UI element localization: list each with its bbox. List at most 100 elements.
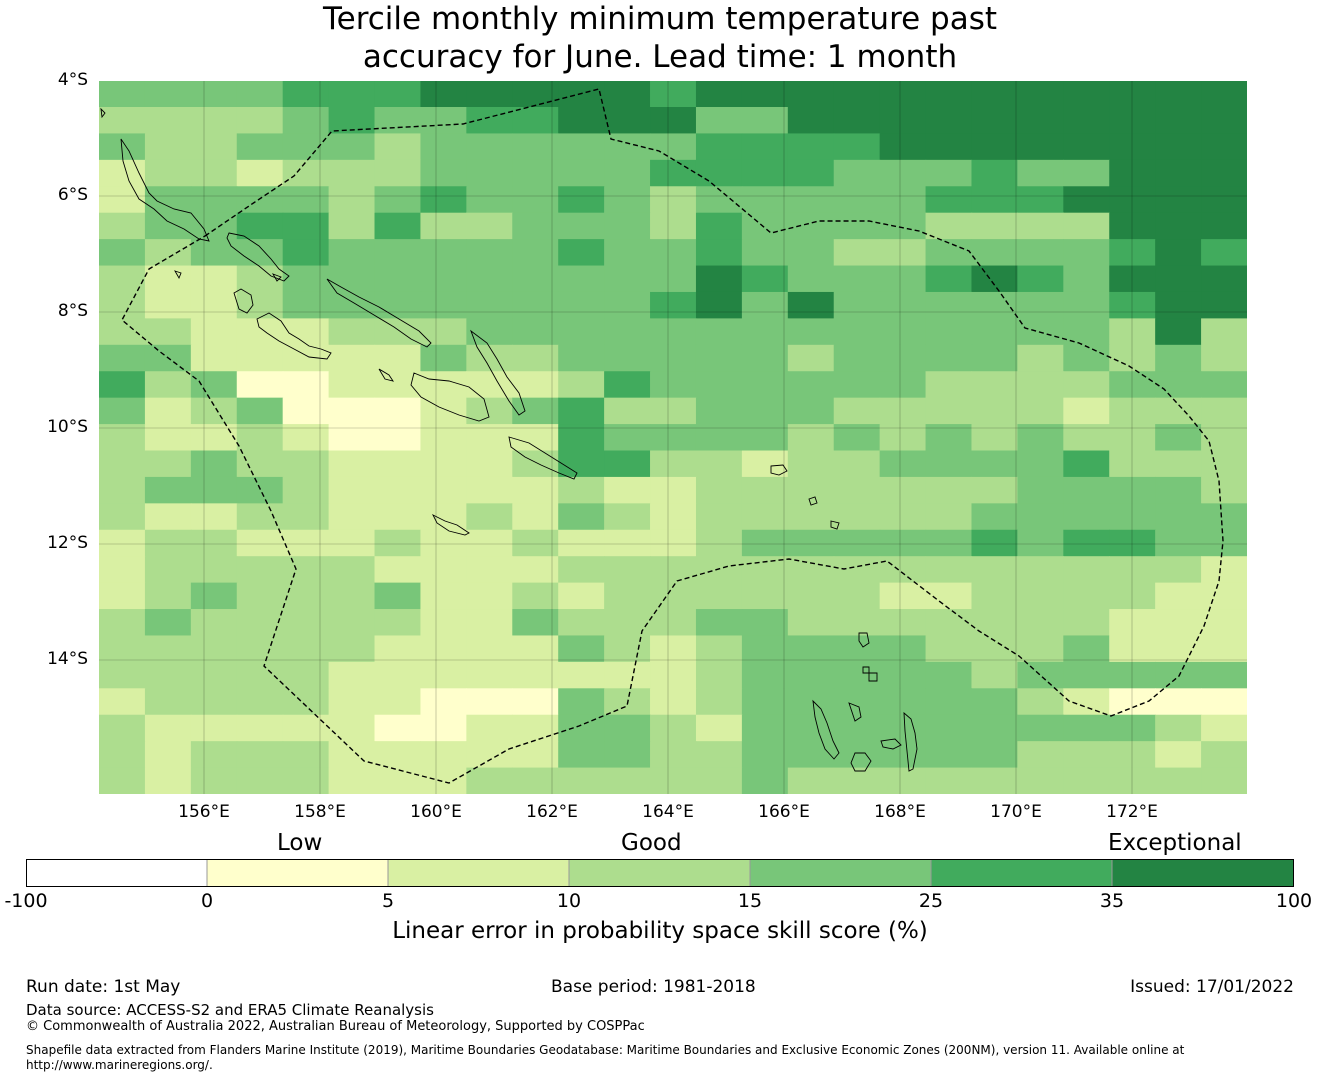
skill-cell [1201, 503, 1247, 531]
colorbar [26, 859, 1294, 887]
skill-cell [971, 741, 1018, 769]
skill-cell [236, 397, 284, 425]
skill-cell [236, 291, 284, 319]
skill-cell [1017, 265, 1064, 293]
skill-cell [695, 344, 743, 372]
skill-cell [236, 239, 284, 267]
skill-cell [282, 688, 330, 716]
skill-cell [236, 503, 284, 531]
skill-cell [374, 635, 422, 663]
skill-cell [879, 371, 927, 399]
skill-cell [512, 582, 559, 610]
skill-cell [420, 503, 467, 531]
skill-cell [787, 265, 835, 293]
skill-cell [144, 318, 192, 346]
skill-cell [833, 291, 881, 319]
skill-cell [650, 371, 697, 399]
skill-cell [144, 239, 192, 267]
skill-cell [1109, 424, 1156, 452]
skill-cell [282, 133, 330, 161]
skill-cell [99, 318, 146, 346]
skill-cell [190, 503, 238, 531]
lon-label-166e: 166°E [758, 802, 810, 822]
colorbar-segment [931, 859, 1112, 887]
colorbar-segment [750, 859, 931, 887]
skill-cell [558, 291, 605, 319]
skill-cell [925, 318, 973, 346]
data-source: Data source: ACCESS-S2 and ERA5 Climate … [26, 1001, 434, 1019]
skill-cell [466, 291, 513, 319]
skill-cell [1201, 741, 1247, 769]
skill-cell [190, 212, 238, 240]
skill-cell [466, 476, 513, 504]
skill-cell [741, 397, 789, 425]
skill-cell [925, 529, 973, 557]
skill-cell [1109, 450, 1156, 478]
skill-cell [925, 81, 973, 108]
skill-cell [833, 107, 881, 135]
skill-cell [1017, 133, 1064, 161]
skill-cell [466, 609, 513, 637]
skill-cell [787, 503, 835, 531]
skill-cell [879, 81, 927, 108]
skill-cell [833, 81, 881, 108]
skill-cell [282, 476, 330, 504]
skill-cell [833, 661, 881, 689]
skill-cell [604, 291, 651, 319]
skill-cell [879, 767, 927, 794]
skill-cell [741, 556, 789, 584]
skill-cell [466, 767, 513, 794]
skill-cell [1017, 688, 1064, 716]
skill-cell [374, 688, 422, 716]
skill-cell [1017, 81, 1064, 108]
skill-cell [1063, 424, 1110, 452]
skill-cell [144, 159, 192, 187]
skill-cell [604, 661, 651, 689]
skill-cell [1063, 107, 1110, 135]
skill-cell [925, 688, 973, 716]
shapefile-credit-line1: Shapefile data extracted from Flanders M… [26, 1043, 1185, 1057]
skill-cell [741, 212, 789, 240]
skill-cell [695, 476, 743, 504]
skill-cell [144, 556, 192, 584]
skill-cell [420, 529, 467, 557]
colorbar-segment [1112, 859, 1294, 887]
skill-map-canvas [99, 81, 1247, 794]
skill-cell [1017, 503, 1064, 531]
skill-cell [833, 688, 881, 716]
skill-cell [420, 318, 467, 346]
skill-cell [512, 107, 559, 135]
skill-cell [1155, 503, 1202, 531]
skill-cell [879, 503, 927, 531]
skill-cell [925, 107, 973, 135]
skill-cell [604, 265, 651, 293]
skill-cell [144, 107, 192, 135]
skill-cell [420, 741, 467, 769]
skill-cell [99, 714, 146, 742]
skill-cell [604, 714, 651, 742]
skill-cell [512, 212, 559, 240]
skill-cell [190, 635, 238, 663]
skill-cell [833, 503, 881, 531]
skill-cell [1201, 265, 1247, 293]
skill-cell [1017, 714, 1064, 742]
skill-cell [466, 186, 513, 214]
skill-cell [374, 767, 422, 794]
skill-cell [1017, 291, 1064, 319]
skill-cell [741, 291, 789, 319]
skill-cell [1109, 582, 1156, 610]
map-title-line2: accuracy for June. Lead time: 1 month [362, 39, 958, 75]
lon-label-162e: 162°E [526, 802, 578, 822]
lon-label-164e: 164°E [642, 802, 694, 822]
skill-cell [695, 265, 743, 293]
skill-cell [512, 688, 559, 716]
skill-cell [741, 186, 789, 214]
skill-cell [604, 397, 651, 425]
skill-cell [741, 344, 789, 372]
skill-cell [971, 81, 1018, 108]
skill-cell [787, 81, 835, 108]
skill-cell [925, 741, 973, 769]
skill-cell [1109, 212, 1156, 240]
skill-cell [833, 133, 881, 161]
skill-cell [1155, 291, 1202, 319]
